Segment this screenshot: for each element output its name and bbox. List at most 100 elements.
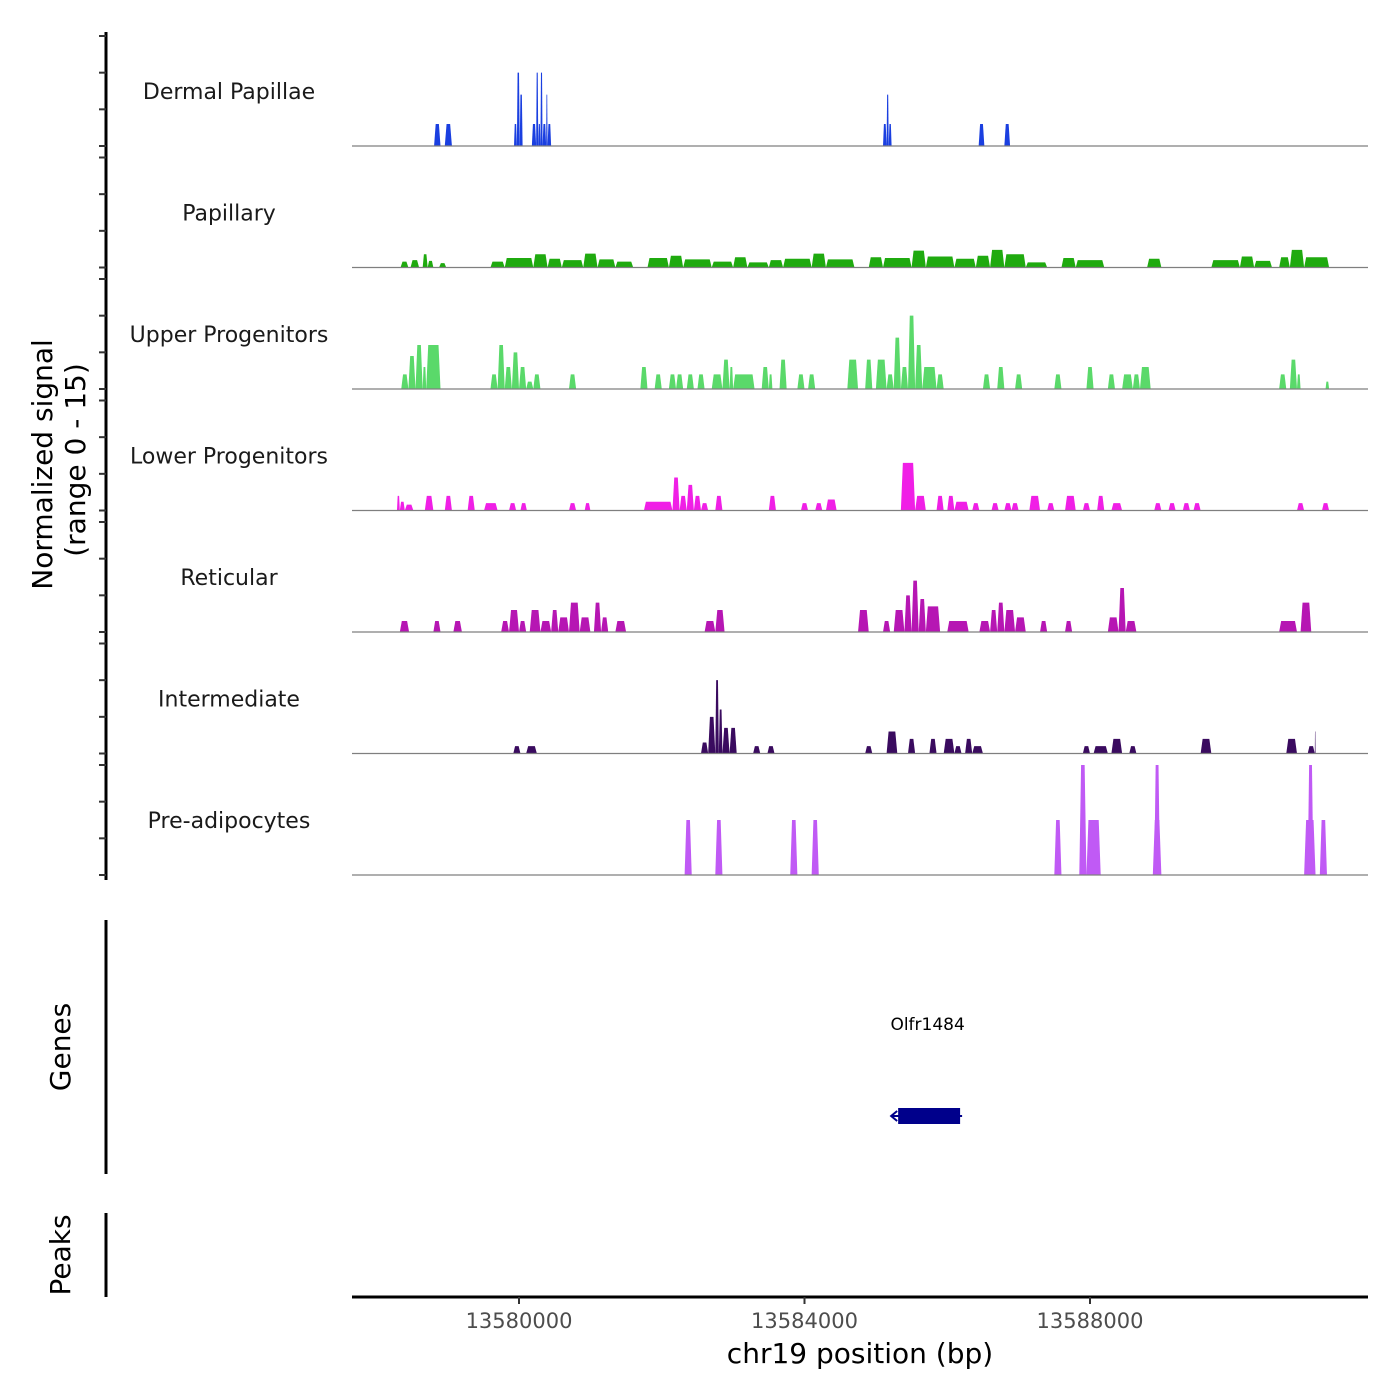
- signal-block: [1279, 621, 1297, 632]
- signal-block: [811, 820, 819, 875]
- signal-block: [875, 359, 887, 389]
- signal-block: [679, 495, 687, 511]
- signal-block: [1118, 588, 1126, 632]
- signal-block: [519, 621, 527, 632]
- signal-block: [693, 495, 702, 511]
- signal-block: [722, 359, 730, 389]
- signal-block: [900, 462, 916, 511]
- signal-block: [1193, 503, 1201, 511]
- signal-block: [997, 367, 1005, 389]
- signal-block: [1314, 731, 1316, 754]
- signal-block: [1111, 503, 1123, 511]
- signal-block: [501, 621, 510, 632]
- signal-block: [868, 257, 884, 268]
- signal-block: [1289, 249, 1305, 268]
- track-lower-progenitors: [352, 462, 1368, 512]
- signal-block: [583, 253, 598, 268]
- signal-block: [911, 250, 926, 268]
- signal-block: [1211, 260, 1240, 268]
- signal-block: [561, 260, 584, 268]
- signal-block: [883, 257, 912, 268]
- x-tick-label: 13588000: [1037, 1309, 1144, 1333]
- signal-block: [1139, 367, 1151, 389]
- signal-block: [975, 255, 991, 268]
- signal-block: [893, 610, 905, 632]
- signal-block: [768, 374, 773, 389]
- signal-block: [542, 124, 547, 146]
- signal-block: [904, 595, 912, 632]
- y-axis-title-line-2: (range 0 - 15): [59, 363, 92, 557]
- gene-exon: [898, 1108, 961, 1124]
- signal-block: [1111, 738, 1123, 754]
- signal-block: [991, 503, 999, 511]
- signal-block: [888, 124, 892, 146]
- signal-block: [410, 260, 420, 268]
- signal-block: [783, 258, 812, 268]
- x-axis-ticks: 13580000 13584000 13588000: [466, 1297, 1144, 1333]
- signal-block: [1300, 602, 1312, 632]
- signal-block: [954, 746, 962, 754]
- signal-block: [800, 503, 809, 511]
- signal-block: [684, 820, 692, 875]
- signal-block: [514, 124, 517, 146]
- signal-block: [808, 374, 816, 389]
- signal-block: [504, 257, 534, 268]
- signal-block: [979, 621, 991, 632]
- strand-arrow-icon: [889, 1110, 898, 1122]
- signal-block: [768, 260, 784, 268]
- signal-block: [911, 580, 919, 632]
- signal-block: [1182, 503, 1190, 511]
- track-intermediate: [352, 680, 1368, 755]
- signal-block: [715, 610, 725, 632]
- y-axis-title-line-1: Normalized signal: [26, 339, 59, 590]
- signal-block: [722, 727, 730, 754]
- signal-block: [1075, 260, 1105, 268]
- signal-block: [915, 345, 923, 389]
- signal-block: [547, 124, 552, 146]
- signal-block: [943, 738, 955, 754]
- signal-block: [546, 94, 548, 146]
- signal-block: [1286, 738, 1297, 754]
- signal-block: [886, 374, 894, 389]
- signal-block: [711, 261, 734, 268]
- signal-block: [526, 381, 534, 389]
- genes-track-label: Genes: [44, 1003, 77, 1091]
- signal-block: [601, 617, 609, 632]
- signal-block: [907, 738, 916, 754]
- signal-block: [972, 503, 980, 511]
- signal-block: [536, 72, 539, 146]
- signal-block: [615, 621, 627, 632]
- signal-block: [704, 621, 716, 632]
- track-label: Upper Progenitors: [130, 323, 329, 348]
- signal-block: [715, 820, 723, 875]
- signal-block: [509, 503, 517, 511]
- signal-block: [647, 257, 669, 268]
- signal-block: [497, 345, 505, 389]
- signal-block: [1304, 257, 1330, 268]
- peaks-track-label: Peaks: [44, 1214, 77, 1295]
- signal-block: [1093, 746, 1108, 754]
- signal-block: [422, 254, 428, 268]
- signal-block: [533, 254, 548, 268]
- signal-block: [490, 374, 498, 389]
- signal-block: [954, 501, 969, 511]
- track-label: Papillary: [182, 202, 276, 227]
- signal-block: [519, 367, 527, 389]
- signal-block: [547, 258, 562, 268]
- coverage-tracks: [352, 72, 1368, 876]
- signal-block: [683, 259, 712, 268]
- signal-block: [643, 501, 673, 511]
- signal-block: [597, 259, 616, 268]
- signal-block: [433, 621, 441, 632]
- signal-block: [790, 820, 798, 875]
- signal-block: [1200, 738, 1212, 754]
- signal-block: [415, 345, 423, 389]
- signal-block: [761, 367, 769, 389]
- signal-block: [1015, 617, 1026, 632]
- signal-block: [401, 374, 409, 389]
- signal-block: [1239, 256, 1255, 268]
- track-upper-progenitors: [352, 315, 1368, 390]
- signal-block: [825, 499, 837, 511]
- signal-block: [865, 746, 873, 754]
